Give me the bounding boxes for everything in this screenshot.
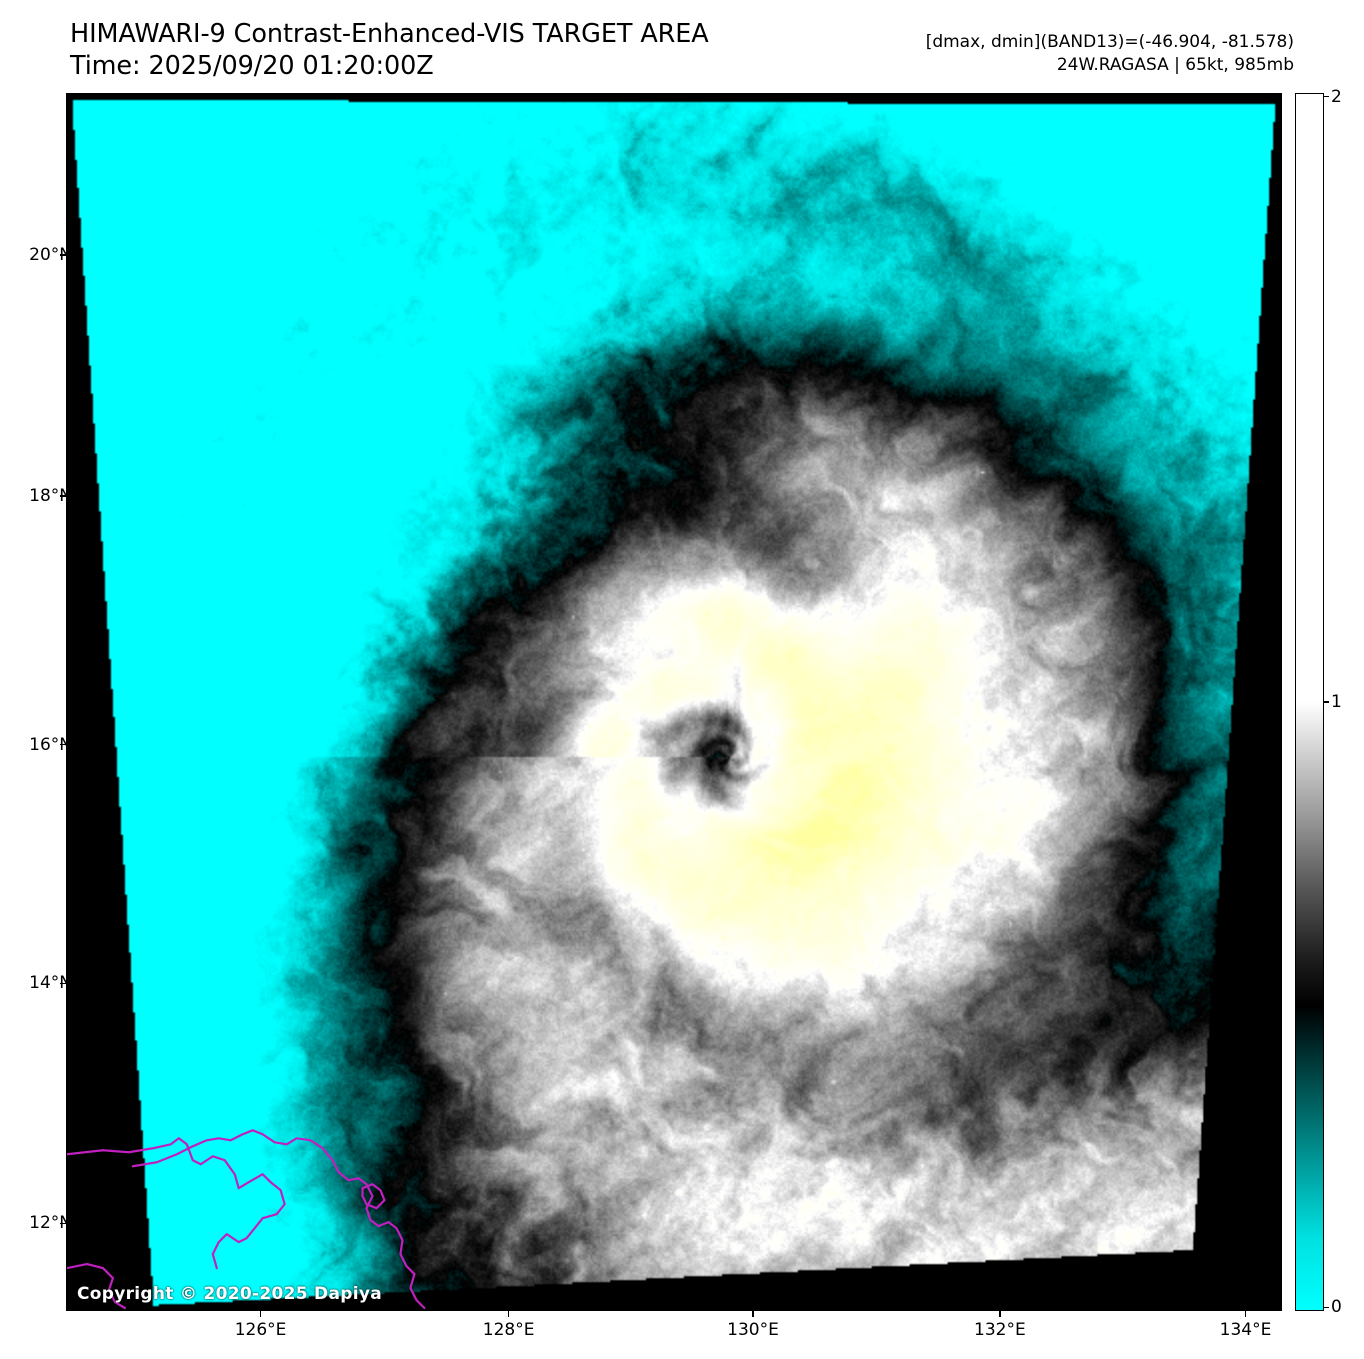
colorbar-gradient (1295, 93, 1324, 1311)
y-axis-tick-label: 12°N (29, 1213, 72, 1234)
x-axis-tick-mark (1244, 1311, 1247, 1317)
satellite-imagery-canvas (67, 94, 1281, 1310)
y-axis-tick-mark (60, 254, 66, 256)
colorbar (1295, 93, 1324, 1311)
colorbar-tick-mark (1324, 701, 1329, 703)
storm-info-text: 24W.RAGASA | 65kt, 985mb (1056, 55, 1294, 75)
copyright-text: Copyright © 2020-2025 Dapiya (77, 1284, 382, 1304)
x-axis-tick-label: 130°E (727, 1320, 779, 1340)
y-axis-tick-label: 18°N (29, 486, 72, 507)
colorbar-tick-label: 0 (1331, 1297, 1342, 1318)
figure-header: HIMAWARI-9 Contrast-Enhanced-VIS TARGET … (0, 0, 1364, 93)
timestamp-text: Time: 2025/09/20 01:20:00Z (70, 51, 434, 81)
colorbar-tick-label: 1 (1331, 692, 1342, 712)
dminmax-text: [dmax, dmin](BAND13)=(-46.904, -81.578) (925, 32, 1294, 52)
page-title: HIMAWARI-9 Contrast-Enhanced-VIS TARGET … (70, 18, 709, 82)
x-axis-tick-mark (752, 1311, 754, 1317)
y-axis-tick-label: 14°N (29, 973, 72, 994)
y-axis-tick-mark (60, 1222, 66, 1225)
colorbar-tick-label: 2 (1331, 86, 1342, 107)
title-text: HIMAWARI-9 Contrast-Enhanced-VIS TARGET … (70, 19, 709, 49)
y-axis-tick-mark (60, 743, 66, 746)
colorbar-tick-mark (1324, 95, 1329, 98)
x-axis-tick-label: 132°E (974, 1320, 1026, 1340)
colorbar-tick-mark (1324, 1306, 1329, 1309)
x-axis-tick-label: 128°E (482, 1320, 535, 1340)
metadata-block: [dmax, dmin](BAND13)=(-46.904, -81.578) … (926, 31, 1294, 77)
y-axis-tick-label: 16°N (29, 734, 72, 755)
y-axis-tick-mark (60, 495, 66, 497)
x-axis-tick-label: 134°E (1219, 1320, 1272, 1340)
x-axis-tick-mark (259, 1311, 262, 1317)
y-axis-tick-mark (60, 982, 66, 985)
x-axis-tick-mark (999, 1311, 1001, 1317)
y-axis-tick-label: 20°N (29, 244, 72, 265)
x-axis-tick-mark (507, 1311, 510, 1317)
satellite-image-plot: Copyright © 2020-2025 Dapiya (66, 93, 1282, 1311)
x-axis-tick-label: 126°E (234, 1320, 287, 1340)
